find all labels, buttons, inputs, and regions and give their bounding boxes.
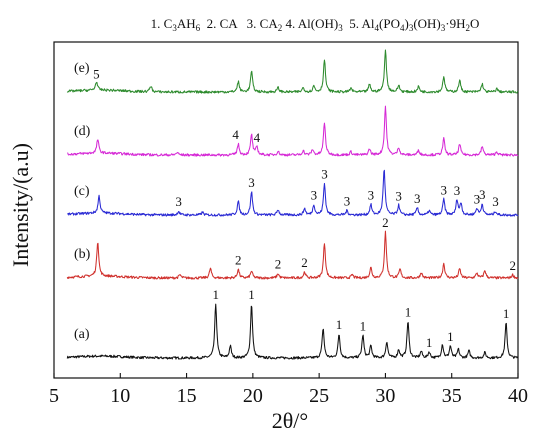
- y-axis-label: Intensity/(a.u): [8, 143, 33, 267]
- peak-label: 1: [447, 329, 454, 344]
- x-tick-label: 10: [110, 385, 130, 407]
- series-label: (d): [74, 124, 91, 139]
- peak-label: 3: [441, 182, 448, 197]
- series-line-3: [67, 169, 519, 217]
- series-label-group: (a) (b) (c) (d) (e): [74, 61, 91, 342]
- x-tick-label: 5: [49, 385, 59, 407]
- peak-label: 3: [311, 188, 318, 203]
- series-line-2: [66, 230, 519, 280]
- series-label: (b): [74, 247, 91, 262]
- peak-label: 3: [321, 167, 328, 182]
- x-tick-label: 40: [508, 385, 528, 407]
- series-label: (e): [74, 61, 90, 76]
- series-label: (c): [74, 184, 90, 199]
- series-line-1: [66, 303, 519, 360]
- peak-label: 1: [426, 335, 433, 350]
- x-tick-label: 15: [177, 385, 197, 407]
- peak-label: 3: [395, 188, 402, 203]
- peak-label: 3: [474, 192, 481, 207]
- x-tick-group: 5 10 15 20 25 30 35 40: [49, 373, 528, 407]
- peak-label: 1: [212, 287, 219, 302]
- peak-label: 3: [479, 187, 486, 202]
- peak-label: 1: [336, 317, 343, 332]
- peak-label: 5: [93, 66, 100, 81]
- x-tick-label: 35: [442, 385, 462, 407]
- peak-label: 3: [454, 183, 461, 198]
- peak-label: 1: [248, 287, 255, 302]
- peak-label: 2: [301, 255, 308, 270]
- peak-label: 4: [232, 127, 239, 142]
- x-tick-label: 20: [243, 385, 263, 407]
- peak-label: 1: [405, 304, 412, 319]
- x-tick-label: 25: [309, 385, 329, 407]
- series-line-4: [67, 105, 519, 157]
- series-line-5: [66, 49, 519, 94]
- plot-border: [53, 41, 519, 379]
- series-group: [66, 49, 519, 360]
- peak-label: 2: [235, 252, 242, 267]
- peak-label: 2: [275, 257, 282, 272]
- peak-label: 1: [360, 318, 367, 333]
- peak-label: 3: [414, 191, 421, 206]
- plot-frame: [53, 41, 519, 379]
- peak-label: 3: [492, 194, 499, 209]
- series-label: (a): [74, 327, 90, 342]
- peak-label: 3: [248, 175, 255, 190]
- peak-label: 1: [503, 306, 510, 321]
- peak-label: 3: [368, 188, 375, 203]
- peak-label: 3: [175, 194, 182, 209]
- peak-label: 2: [382, 215, 389, 230]
- phase-legend: 1. C3AH6 2. CA 3. CA2 4. Al(OH)3 5. Al4(…: [151, 16, 480, 33]
- peak-label: 3: [344, 194, 351, 209]
- peak-label: 2: [509, 258, 516, 273]
- x-axis-label: 2θ/°: [272, 408, 308, 433]
- peak-label: 4: [254, 130, 261, 145]
- x-tick-label: 30: [375, 385, 395, 407]
